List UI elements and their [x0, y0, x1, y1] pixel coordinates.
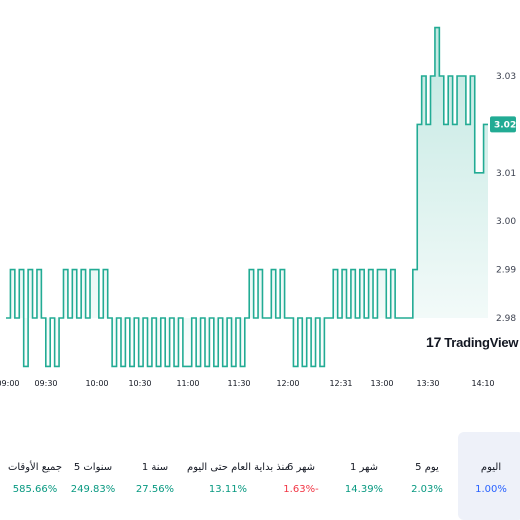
period-value: 27.56% [135, 484, 175, 495]
period-value: 585.66% [12, 484, 58, 495]
x-tick-label: 13:30 [416, 379, 439, 388]
x-tick-label: 10:00 [85, 379, 108, 388]
tradingview-logo: 17 TradingView [426, 334, 519, 350]
period-label: 6 شهر [286, 462, 316, 473]
x-tick-label: 09:00 [0, 379, 20, 388]
period-label: 5 يوم [415, 462, 439, 473]
period-label: اليوم [480, 462, 502, 473]
y-tick-label: 3.00 [496, 217, 516, 227]
period-value: 1.00% [475, 484, 507, 495]
x-tick-label: 12:31 [329, 379, 352, 388]
x-tick-label: 11:30 [227, 379, 250, 388]
series-area-fill [6, 27, 488, 367]
x-tick-label: 12:00 [276, 379, 299, 388]
price-chart[interactable]: 2.982.993.003.013.023.033.0209:0009:3010… [0, 0, 520, 400]
x-tick-label: 13:00 [370, 379, 393, 388]
series-line [6, 26, 488, 368]
x-tick-label: 11:00 [176, 379, 199, 388]
period-1y[interactable]: 1 سنة 27.56% [122, 432, 188, 520]
period-1m[interactable]: 1 شهر 14.39% [331, 432, 397, 520]
tradingview-logo-icon: 17 [426, 334, 442, 350]
period-label: 1 شهر [349, 462, 379, 473]
x-tick-label: 09:30 [34, 379, 57, 388]
period-value: 14.39% [344, 484, 384, 495]
period-5y[interactable]: 5 سنوات 249.83% [60, 432, 126, 520]
period-all[interactable]: جميع الأوقات 585.66% [2, 432, 68, 520]
period-5d[interactable]: 5 يوم 2.03% [394, 432, 460, 520]
chart-canvas[interactable]: 2.982.993.003.013.023.033.0209:0009:3010… [0, 0, 520, 400]
performance-periods: اليوم 1.00% 5 يوم 2.03% 1 شهر 14.39% 6 ش… [0, 432, 520, 520]
y-tick-label: 2.99 [496, 266, 516, 276]
y-tick-label: 3.03 [496, 72, 516, 82]
period-value: 2.03% [411, 484, 443, 495]
current-price-label: 3.02 [494, 120, 516, 130]
period-label: 5 سنوات [73, 462, 113, 473]
y-tick-label: 3.01 [496, 169, 516, 179]
current-price-tag [490, 116, 516, 133]
x-tick-label: 14:10 [471, 379, 494, 388]
y-tick-label: 2.98 [496, 314, 516, 324]
period-label: منذ بداية العام حتى اليوم [187, 462, 290, 473]
period-value: 1.63%- [283, 484, 319, 495]
period-ytd[interactable]: منذ بداية العام حتى اليوم 13.11% [187, 432, 290, 520]
period-label: جميع الأوقات [7, 462, 63, 473]
period-value: 13.11% [208, 484, 248, 495]
tradingview-logo-text: TradingView [444, 334, 519, 350]
period-today[interactable]: اليوم 1.00% [458, 432, 520, 520]
x-tick-label: 10:30 [128, 379, 151, 388]
period-label: 1 سنة [141, 462, 169, 473]
period-6m[interactable]: 6 شهر 1.63%- [268, 432, 334, 520]
period-value: 249.83% [70, 484, 116, 495]
